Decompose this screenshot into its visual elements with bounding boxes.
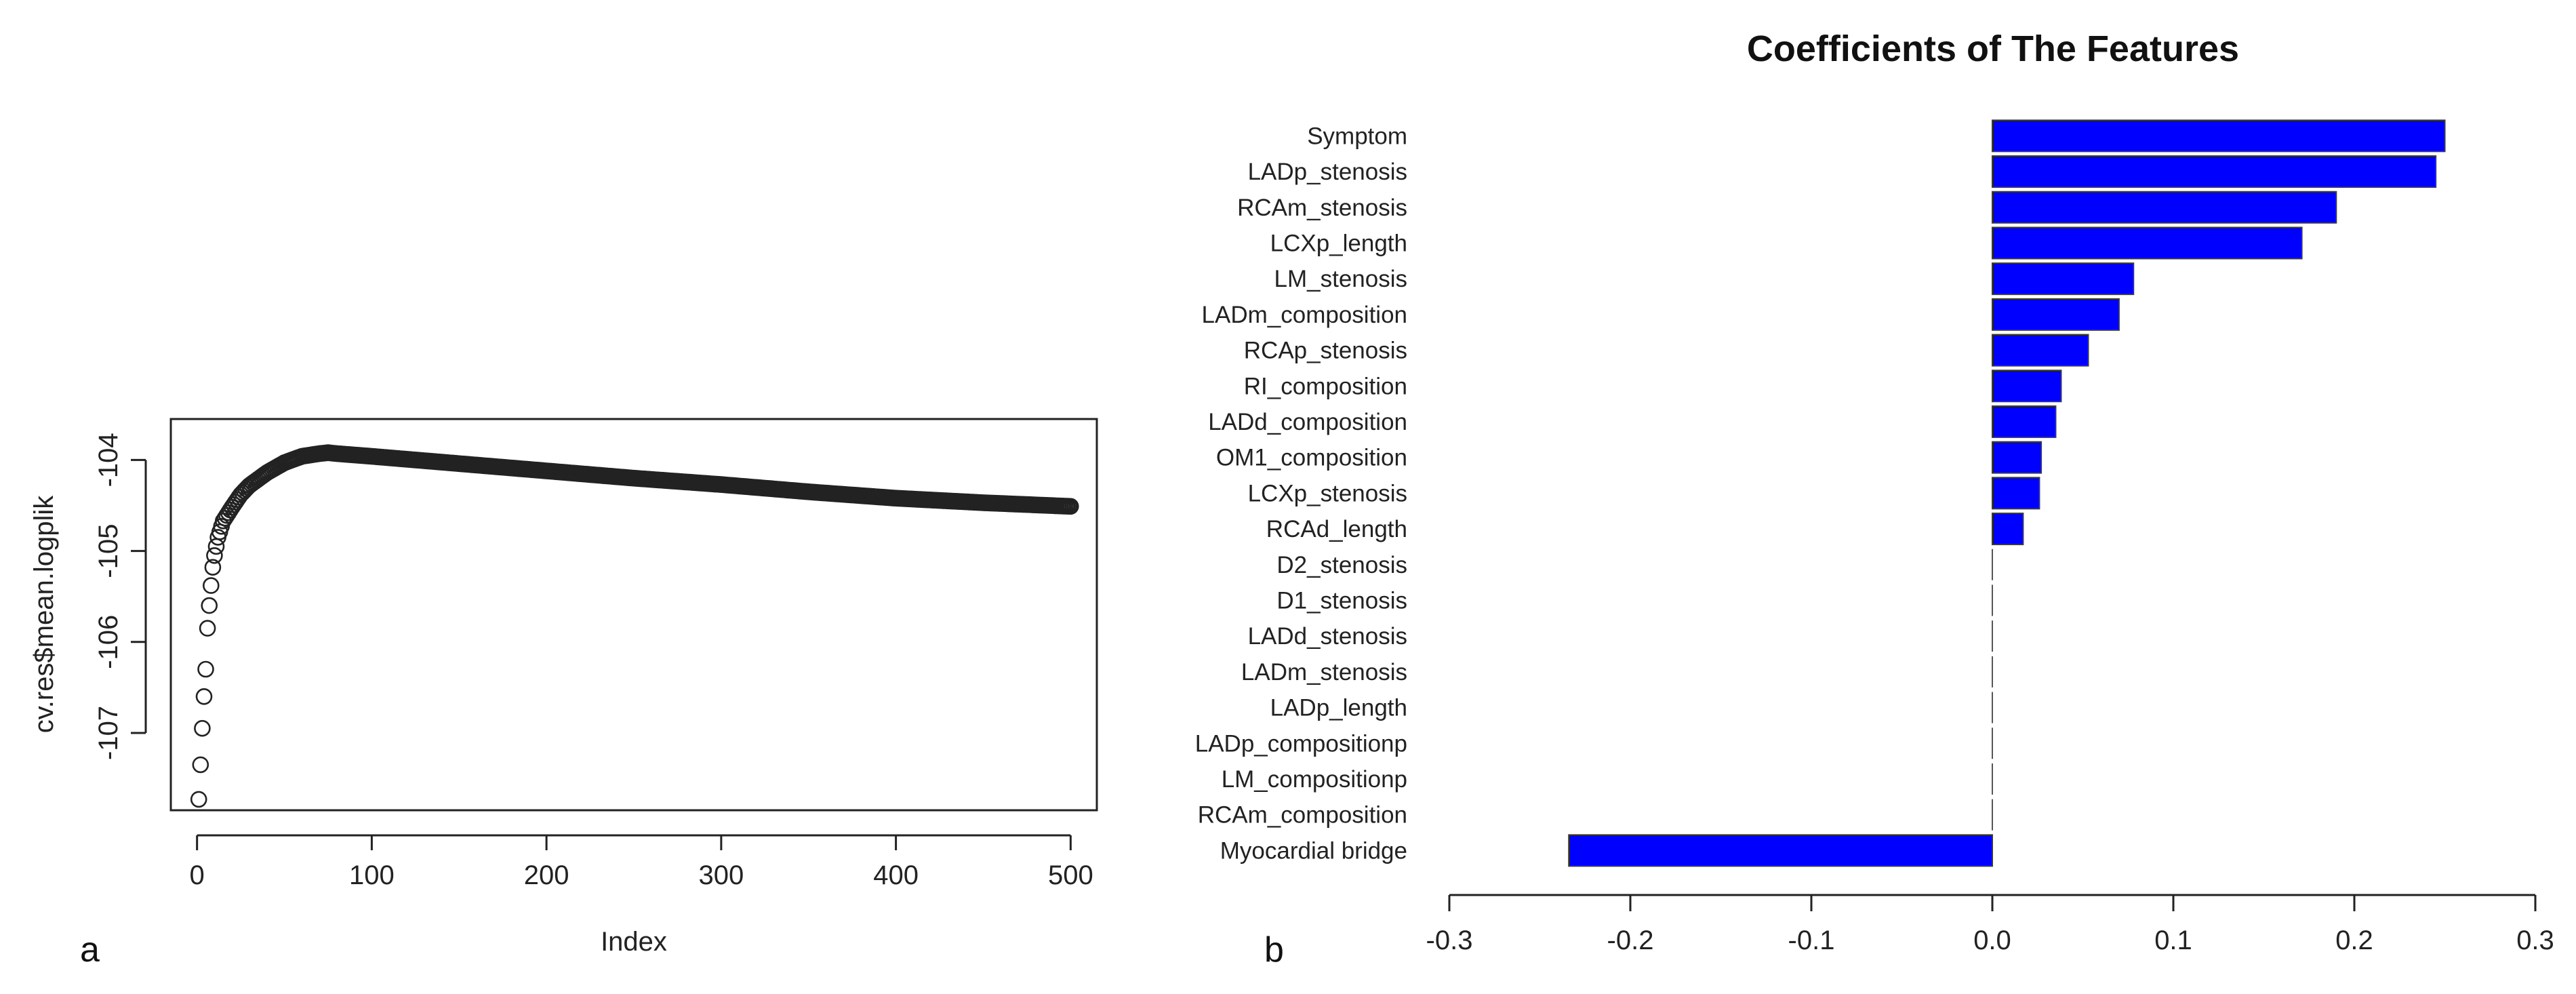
scatter-points <box>190 444 1079 808</box>
plot-frame <box>169 418 1098 812</box>
x-tick-label: 100 <box>349 860 395 890</box>
category-label: LM_stenosis <box>1274 266 1407 292</box>
bar <box>1992 477 2040 510</box>
x-tick-label: 500 <box>1048 860 1093 890</box>
x-tick-label: 0.2 <box>2335 926 2373 955</box>
y-tick-label: -105 <box>94 524 123 578</box>
data-point <box>201 597 218 614</box>
bar <box>1992 191 2337 224</box>
y-tick-label: -107 <box>94 706 123 760</box>
category-label: RCAd_length <box>1266 516 1407 542</box>
data-point <box>195 688 213 705</box>
bars <box>1568 119 2446 867</box>
x-tick-label: 0.1 <box>2154 926 2192 955</box>
x-tick-label: -0.3 <box>1426 926 1473 955</box>
category-label: D2_stenosis <box>1276 552 1407 578</box>
y-tick-label: -106 <box>94 615 123 669</box>
category-label: Symptom <box>1307 123 1407 149</box>
y-axis: -107 -106 -105 -104 <box>94 433 147 760</box>
x-tick-label: 200 <box>524 860 569 890</box>
category-label: LADp_stenosis <box>1248 159 1407 185</box>
category-label: RCAp_stenosis <box>1244 338 1407 364</box>
category-label: RCAm_composition <box>1198 802 1407 829</box>
bar <box>1992 370 2062 403</box>
bar <box>1568 834 1993 867</box>
x-tick-label: -0.2 <box>1607 926 1654 955</box>
category-label: LADd_stenosis <box>1248 623 1407 650</box>
category-label: LADp_length <box>1270 695 1407 721</box>
x-axis: -0.3 -0.2 -0.1 0.0 0.1 0.2 0.3 <box>1426 894 2554 955</box>
bar <box>1992 119 2446 153</box>
category-label: D1_stenosis <box>1276 587 1407 614</box>
x-tick-label: 0.3 <box>2516 926 2554 955</box>
category-labels: Symptom LADp_stenosis RCAm_stenosis LCXp_le… <box>1195 123 1407 864</box>
x-axis-title: Index <box>601 927 667 957</box>
bar <box>1992 262 2135 296</box>
category-label: OM1_composition <box>1216 445 1407 471</box>
data-point <box>204 559 222 576</box>
bar <box>1992 155 2437 188</box>
x-tick-label: 400 <box>873 860 919 890</box>
panel-a-scatter-plot: 0 100 200 300 400 500 -107-106-105-104 Index … <box>29 418 1098 970</box>
panel-label-b: b <box>1264 930 1284 970</box>
y-tick-label: -104 <box>94 433 123 487</box>
panel-label-a: a <box>80 930 100 970</box>
category-label: LADp_compositionp <box>1195 730 1407 757</box>
data-point <box>197 660 214 678</box>
chart-title: Coefficients of The Features <box>1747 28 2239 69</box>
category-label: RI_composition <box>1244 373 1407 399</box>
category-label: LADm_composition <box>1202 302 1407 328</box>
data-point <box>202 577 220 594</box>
bar <box>1992 513 2024 546</box>
bar <box>1992 441 2042 474</box>
category-label: LCXp_length <box>1270 230 1407 256</box>
category-label: LM_compositionp <box>1222 766 1407 793</box>
category-label: LCXp_stenosis <box>1248 480 1407 506</box>
category-label: LADm_stenosis <box>1241 659 1407 685</box>
bar <box>1992 226 2303 260</box>
category-label: Myocardial bridge <box>1220 837 1407 864</box>
bar <box>1992 405 2057 438</box>
x-tick-label: 0 <box>190 860 205 890</box>
x-axis: 0 100 200 300 400 500 <box>190 834 1093 890</box>
bar <box>1992 334 2089 367</box>
y-axis-title: cv.res$mean.logplik <box>29 495 59 734</box>
x-tick-label: 0.0 <box>1973 926 2011 955</box>
x-tick-label: -0.1 <box>1788 926 1835 955</box>
bar <box>1992 298 2120 331</box>
data-point <box>1062 498 1079 515</box>
data-point <box>199 620 216 637</box>
category-label: LADd_composition <box>1208 409 1407 435</box>
data-point <box>190 791 207 808</box>
data-point <box>192 756 209 774</box>
x-tick-label: 300 <box>698 860 744 890</box>
category-label: RCAm_stenosis <box>1237 195 1407 221</box>
panel-b-bar-chart: Coefficients of The Features Symptom LADp… <box>1195 28 2554 970</box>
data-point <box>194 719 211 737</box>
data-point <box>206 546 223 564</box>
